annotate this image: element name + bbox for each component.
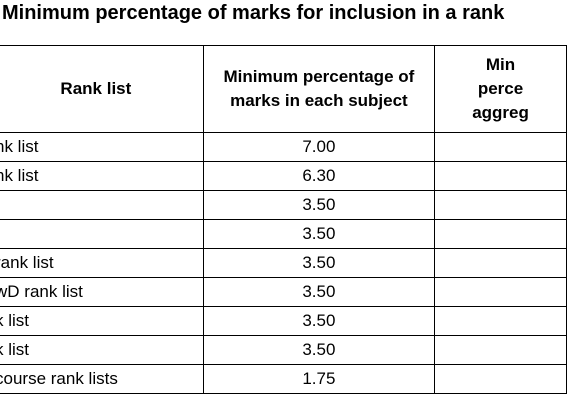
rank-list-cell: nk list: [0, 132, 204, 162]
table-row: course rank lists 1.75: [0, 364, 567, 394]
rank-table: Rank list Minimum percentage of marks in …: [0, 45, 567, 394]
rank-list-cell: wD rank list: [0, 277, 204, 307]
aggregate-cell: [434, 132, 567, 162]
table-row: wD rank list 3.50: [0, 277, 567, 307]
table-row: rank list 3.50: [0, 248, 567, 278]
aggregate-cell: [434, 190, 567, 220]
aggregate-cell: [434, 364, 567, 394]
min-subject-cell: 3.50: [202, 219, 436, 249]
min-subject-cell: 7.00: [202, 132, 436, 162]
rank-list-cell: [0, 190, 204, 220]
aggregate-cell: [434, 161, 567, 191]
aggregate-cell: [434, 306, 567, 336]
min-subject-cell: 3.50: [202, 190, 436, 220]
table-row: 3.50: [0, 190, 567, 220]
rank-list-cell: nk list: [0, 161, 204, 191]
min-subject-cell: 3.50: [202, 248, 436, 278]
aggregate-cell: [434, 335, 567, 365]
rank-list-cell: k list: [0, 306, 204, 336]
rank-list-cell: rank list: [0, 248, 204, 278]
aggregate-cell: [434, 277, 567, 307]
table-row: 3.50: [0, 219, 567, 249]
header-cell: Minimum percentage of marks in each subj…: [202, 45, 436, 133]
header-cell: Rank list: [0, 45, 204, 133]
rank-list-cell: [0, 219, 204, 249]
aggregate-cell: [434, 219, 567, 249]
min-subject-cell: 1.75: [202, 364, 436, 394]
header-cell: Min perce aggreg: [434, 45, 567, 133]
min-subject-cell: 3.50: [202, 335, 436, 365]
title: Minimum percentage of marks for inclusio…: [2, 2, 505, 24]
aggregate-cell: [434, 248, 567, 278]
rank-list-cell: k list: [0, 335, 204, 365]
header-row: Rank list Minimum percentage of marks in …: [0, 45, 567, 133]
min-subject-cell: 3.50: [202, 277, 436, 307]
rank-list-cell: course rank lists: [0, 364, 204, 394]
table-wrap: Rank list Minimum percentage of marks in …: [0, 45, 567, 394]
min-subject-cell: 3.50: [202, 306, 436, 336]
min-subject-cell: 6.30: [202, 161, 436, 191]
